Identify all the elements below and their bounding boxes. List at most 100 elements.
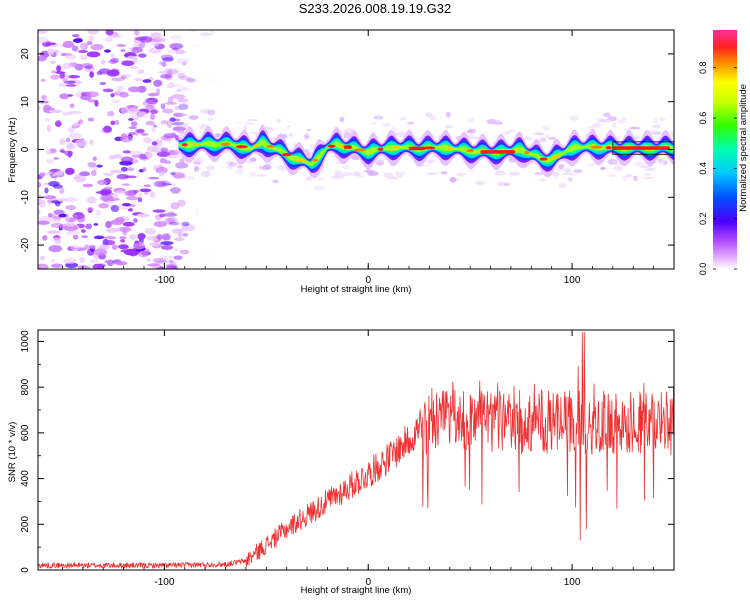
ridge-peak: [354, 148, 367, 152]
halo-blob: [552, 172, 560, 177]
halo-blob: [651, 124, 662, 129]
noise-blob: [103, 186, 113, 190]
noise-blob: [119, 135, 133, 143]
halo-blob: [639, 165, 652, 169]
halo-blob: [250, 131, 259, 135]
noise-blob: [176, 89, 182, 93]
ridge-peak: [605, 146, 612, 150]
noise-blob: [142, 100, 156, 107]
noise-blob: [175, 162, 189, 169]
noise-blob: [93, 248, 108, 256]
halo-blob: [367, 171, 379, 177]
noise-blob: [79, 171, 91, 177]
halo-blob: [467, 118, 475, 124]
halo-blob: [342, 132, 351, 139]
noise-blob: [137, 111, 148, 118]
noise-blob: [142, 79, 152, 83]
noise-blob: [120, 49, 126, 52]
halo-blob: [182, 123, 189, 128]
noise-blob: [160, 54, 174, 60]
noise-blob: [53, 209, 65, 216]
noise-blob: [145, 120, 155, 126]
noise-blob: [57, 198, 68, 202]
halo-blob: [341, 171, 353, 177]
noise-blob: [142, 167, 147, 173]
noise-blob: [99, 82, 107, 85]
noise-blob: [66, 142, 74, 150]
noise-blob: [170, 202, 180, 210]
noise-blob: [38, 105, 41, 110]
halo-blob: [304, 133, 310, 140]
noise-blob: [75, 174, 81, 177]
halo-blob: [440, 170, 448, 175]
halo-blob: [599, 119, 612, 123]
noise-blob: [207, 79, 218, 84]
noise-blob: [38, 36, 49, 44]
noise-blob: [79, 44, 86, 49]
noise-blob: [153, 180, 167, 188]
noise-blob: [110, 219, 124, 226]
noise-blob: [171, 84, 184, 87]
noise-blob: [129, 234, 137, 240]
noise-blob: [175, 230, 181, 234]
noise-blob: [178, 86, 190, 91]
noise-blob: [182, 232, 189, 237]
ridge-peak: [466, 149, 475, 153]
noise-blob: [125, 196, 139, 201]
noise-blob: [128, 126, 138, 130]
noise-blob: [151, 127, 156, 132]
halo-blob: [206, 165, 216, 171]
noise-blob: [168, 259, 174, 263]
noise-blob: [144, 227, 156, 235]
noise-blob: [102, 88, 114, 93]
halo-blob: [653, 118, 659, 124]
noise-blob: [142, 137, 152, 144]
halo-blob: [600, 166, 606, 171]
noise-blob: [44, 187, 49, 194]
noise-blob: [88, 245, 96, 249]
noise-blob: [111, 77, 125, 82]
noise-blob: [38, 263, 49, 269]
halo-blob: [614, 165, 623, 172]
noise-blob: [160, 241, 174, 246]
noise-blob: [100, 59, 106, 65]
ridge-peak: [181, 143, 188, 147]
noise-blob: [70, 244, 80, 252]
noise-blob: [168, 153, 180, 159]
noise-blob: [38, 30, 48, 34]
noise-blob: [74, 139, 88, 147]
noise-blob: [179, 249, 190, 255]
noise-blob: [110, 93, 115, 98]
halo-blob: [244, 122, 255, 125]
noise-blob: [66, 230, 80, 236]
noise-blob: [104, 37, 113, 42]
halo-blob: [279, 166, 288, 172]
halo-blob: [657, 158, 663, 164]
noise-blob: [175, 49, 186, 55]
halo-blob: [497, 182, 507, 187]
noise-blob: [130, 121, 138, 127]
noise-blob: [167, 49, 178, 54]
colorbar-title: Normalized spectral amplitude: [738, 84, 749, 212]
halo-blob: [632, 177, 637, 181]
halo-blob: [334, 170, 342, 176]
halo-blob: [486, 119, 498, 125]
ridge-peak: [377, 147, 384, 151]
halo-blob: [427, 159, 435, 163]
noise-blob: [90, 169, 97, 177]
noise-blob: [160, 147, 169, 153]
snr-background: [38, 330, 674, 570]
noise-blob: [172, 265, 179, 269]
noise-blob: [140, 133, 149, 136]
noise-blob: [80, 54, 88, 61]
noise-blob: [146, 145, 159, 152]
halo-blob: [262, 164, 272, 171]
ridge-peak: [294, 159, 307, 163]
noise-blob: [38, 55, 47, 62]
ridge-peak: [266, 144, 275, 149]
halo-blob: [558, 182, 567, 189]
noise-blob: [77, 49, 88, 54]
halo-blob: [475, 181, 485, 185]
